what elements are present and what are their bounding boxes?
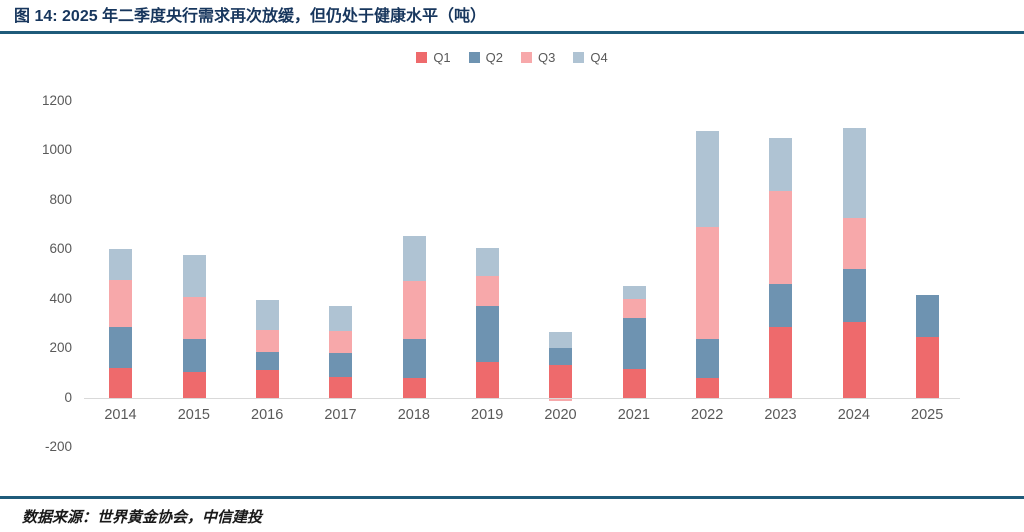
legend-item-q4: Q4 xyxy=(573,50,608,65)
bar-2025-q1 xyxy=(915,337,939,398)
bar-2016-q4 xyxy=(255,299,279,330)
bar-2021-q1 xyxy=(622,369,646,398)
x-axis-label-2019: 2019 xyxy=(471,406,504,423)
legend-label: Q4 xyxy=(590,50,608,65)
bar-2023-q1 xyxy=(769,327,793,398)
x-axis-label-2020: 2020 xyxy=(544,406,577,423)
bar-2022-q3 xyxy=(695,227,719,340)
bar-2018-q2 xyxy=(402,339,426,378)
bar-2025-q2 xyxy=(915,295,939,337)
bar-2015-q4 xyxy=(182,255,206,298)
x-axis-label-2023: 2023 xyxy=(764,406,797,423)
y-axis-tick-label: 800 xyxy=(49,191,72,207)
legend-label: Q2 xyxy=(485,50,503,65)
bar-2023-q4 xyxy=(769,138,793,192)
bar-2015-q2 xyxy=(182,339,206,372)
source-note-text: 数据来源：世界黄金协会，中信建投 xyxy=(22,509,263,526)
legend-swatch-q2 xyxy=(468,52,480,63)
bar-2018-q4 xyxy=(402,235,426,282)
bar-2018-q1 xyxy=(402,377,426,398)
x-axis-label-2024: 2024 xyxy=(837,406,870,423)
bar-2017-q2 xyxy=(329,353,353,377)
bar-2014-q4 xyxy=(109,249,133,281)
bar-2015-q1 xyxy=(182,371,206,398)
bar-2015-q3 xyxy=(182,297,206,340)
bar-2016-q1 xyxy=(255,370,279,398)
legend-swatch-q1 xyxy=(416,52,428,63)
bar-2022-q4 xyxy=(695,130,719,228)
figure-title-text: 图 14: 2025 年二季度央行需求再次放缓，但仍处于健康水平（吨） xyxy=(14,8,487,25)
x-axis-label-2022: 2022 xyxy=(691,406,724,423)
x-axis-label-2025: 2025 xyxy=(911,406,944,423)
legend-item-q3: Q3 xyxy=(521,50,555,65)
bar-2021-q4 xyxy=(622,286,646,299)
y-axis-tick-label: 400 xyxy=(49,290,72,306)
zero-axis-line xyxy=(84,397,960,399)
bar-2023-q2 xyxy=(769,283,793,328)
bar-2019-q3 xyxy=(475,276,499,307)
bar-2019-q2 xyxy=(475,306,499,362)
stacked-bar-chart: 1200 1000 800 600 400 200 0 -200 2014 2015 2016 201… xyxy=(42,93,964,454)
legend: Q1 Q2 Q3 Q4 xyxy=(0,50,1024,65)
legend-swatch-q4 xyxy=(573,52,585,63)
bar-2020-q4 xyxy=(549,332,573,349)
x-axis-label-2018: 2018 xyxy=(397,406,430,423)
bar-2018-q3 xyxy=(402,281,426,340)
bar-2019-q1 xyxy=(475,361,499,398)
source-note-row: 数据来源：世界黄金协会，中信建投 xyxy=(0,496,1024,527)
bar-2024-q4 xyxy=(842,128,866,219)
bar-2017-q1 xyxy=(329,376,353,398)
x-axis-label-2021: 2021 xyxy=(617,406,650,423)
figure-title: 图 14: 2025 年二季度央行需求再次放缓，但仍处于健康水平（吨） xyxy=(0,0,1024,34)
bar-2024-q2 xyxy=(842,269,866,323)
x-axis-label-2015: 2015 xyxy=(177,406,210,423)
bar-2016-q2 xyxy=(255,351,279,371)
bar-2023-q3 xyxy=(769,191,793,284)
legend-label: Q3 xyxy=(538,50,556,65)
legend-item-q2: Q2 xyxy=(468,50,503,65)
y-axis-tick-label: 0 xyxy=(64,389,72,405)
y-axis-tick-label: -200 xyxy=(44,439,72,454)
bar-2024-q3 xyxy=(842,218,866,270)
y-axis-tick-label: 600 xyxy=(49,241,72,257)
bar-2021-q3 xyxy=(622,298,646,319)
y-axis-tick-label: 1000 xyxy=(41,142,72,158)
bar-2022-q1 xyxy=(695,377,719,398)
bar-2024-q1 xyxy=(842,322,866,398)
y-axis-tick-label: 200 xyxy=(49,340,72,356)
legend-swatch-q3 xyxy=(521,52,532,63)
bar-2022-q2 xyxy=(695,339,719,378)
legend-item-q1: Q1 xyxy=(416,50,451,65)
bar-2021-q2 xyxy=(622,318,646,370)
bar-2020-q1 xyxy=(549,365,573,398)
x-axis-label-2017: 2017 xyxy=(324,406,357,423)
y-axis-tick-label: 1200 xyxy=(41,93,72,108)
bar-2017-q4 xyxy=(329,306,353,331)
legend-label: Q1 xyxy=(433,50,451,65)
bar-2019-q4 xyxy=(475,248,499,277)
bar-2017-q3 xyxy=(329,330,353,354)
bar-2014-q3 xyxy=(109,280,133,328)
bar-2014-q1 xyxy=(109,367,133,398)
bar-2020-q2 xyxy=(549,348,573,366)
bar-2014-q2 xyxy=(109,327,133,368)
x-axis-label-2014: 2014 xyxy=(104,406,137,423)
bar-2020-q3 xyxy=(549,398,573,402)
x-axis-label-2016: 2016 xyxy=(251,406,284,423)
bar-2016-q3 xyxy=(255,329,279,352)
